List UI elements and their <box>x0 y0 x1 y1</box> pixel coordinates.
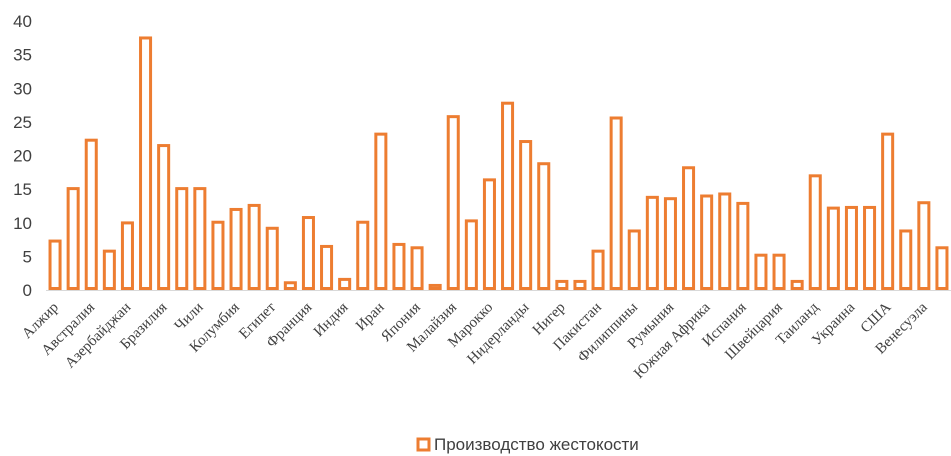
y-axis-ticks: 0 5 10 15 20 25 30 35 40 <box>13 12 32 300</box>
y-tick-label: 5 <box>23 247 32 266</box>
y-tick-label: 25 <box>13 113 32 132</box>
bar <box>826 206 840 290</box>
bar <box>772 253 786 290</box>
bar <box>356 220 370 290</box>
bar <box>193 187 207 290</box>
bar <box>283 281 297 291</box>
bar <box>917 201 931 290</box>
bar <box>790 279 804 291</box>
bar <box>410 246 424 291</box>
bar <box>320 244 334 291</box>
bar <box>682 166 696 290</box>
bar <box>338 277 352 290</box>
y-tick-label: 30 <box>13 79 32 98</box>
y-tick-label: 20 <box>13 147 32 166</box>
bar <box>718 192 732 290</box>
bar <box>102 249 116 290</box>
bar <box>374 132 388 290</box>
bar <box>754 253 768 290</box>
bar <box>519 140 533 290</box>
legend: Производство жестокости <box>416 435 639 454</box>
bar <box>808 174 822 290</box>
bar <box>555 279 569 291</box>
y-tick-label: 40 <box>13 12 32 31</box>
bar <box>645 195 659 291</box>
bar <box>609 116 623 291</box>
bar <box>537 162 551 291</box>
bar <box>48 239 62 290</box>
bar <box>627 229 641 291</box>
bar <box>446 115 460 291</box>
y-tick-label: 10 <box>13 214 32 233</box>
bar <box>663 197 677 291</box>
bar <box>863 205 877 290</box>
bar <box>935 246 949 291</box>
bar <box>120 221 134 290</box>
bar <box>247 203 261 290</box>
y-tick-label: 0 <box>23 281 32 300</box>
bar <box>501 101 515 290</box>
x-tick-label: Индия <box>311 299 352 340</box>
bar <box>84 138 98 290</box>
bar <box>392 242 406 291</box>
bar <box>229 207 243 290</box>
bar <box>211 220 225 290</box>
bar <box>265 226 279 291</box>
bar <box>464 219 478 290</box>
bar <box>139 36 153 290</box>
bar <box>175 187 189 290</box>
y-tick-label: 35 <box>13 46 32 65</box>
bar <box>66 187 80 290</box>
legend-label: Производство жестокости <box>434 435 639 454</box>
bar <box>844 205 858 290</box>
bars <box>48 36 949 291</box>
bar <box>482 178 496 291</box>
legend-swatch <box>416 437 431 452</box>
bar <box>881 132 895 290</box>
bar <box>700 194 714 291</box>
bar <box>157 144 171 290</box>
bar <box>899 229 913 291</box>
bar <box>573 279 587 291</box>
bar <box>736 201 750 290</box>
bar <box>591 249 605 290</box>
bar <box>301 216 315 290</box>
y-tick-label: 15 <box>13 180 32 199</box>
bar <box>428 283 442 291</box>
